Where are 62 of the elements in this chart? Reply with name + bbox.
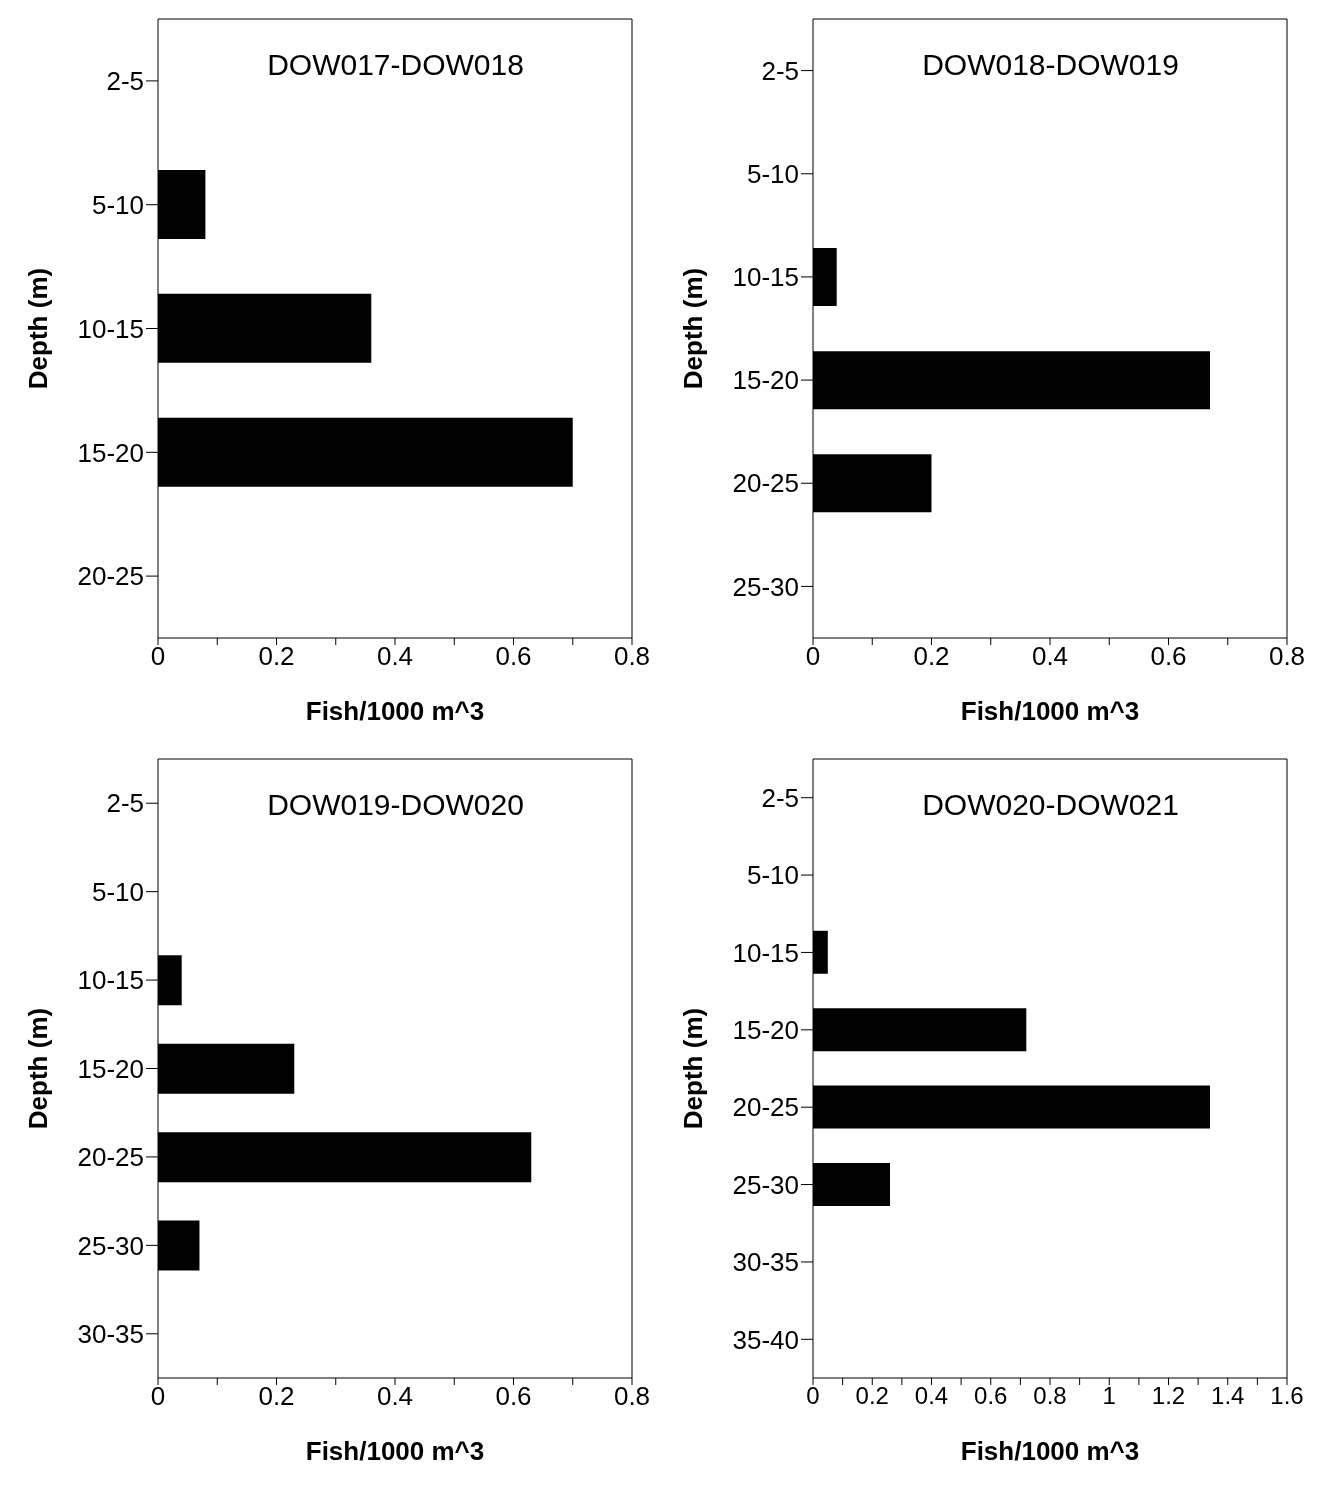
y-tick-label: 5-10 xyxy=(746,860,799,891)
x-tick-label: 0.6 xyxy=(495,641,532,672)
y-tick-label: 20-25 xyxy=(732,1092,799,1123)
x-tick-label: 1 xyxy=(1102,1382,1116,1410)
y-tick-label: 5-10 xyxy=(91,189,144,220)
y-tick-label: 2-5 xyxy=(106,788,144,819)
y-tick-label: 10-15 xyxy=(77,965,144,996)
y-tick-label: 15-20 xyxy=(732,1015,799,1046)
y-tick-label: 2-5 xyxy=(761,55,799,86)
y-tick-label: 30-35 xyxy=(732,1247,799,1278)
x-tick-label: 0 xyxy=(150,641,166,672)
x-axis-title: Fish/1000 m^3 xyxy=(305,1436,485,1466)
x-tick-label: 0.6 xyxy=(974,1382,1008,1410)
x-tick-label: 0.4 xyxy=(914,1382,949,1410)
y-tick-label: 25-30 xyxy=(732,571,799,602)
x-axis-title: Fish/1000 m^3 xyxy=(305,696,485,726)
x-tick-label: 0.4 xyxy=(376,1381,414,1412)
x-tick-label: 1.4 xyxy=(1211,1382,1245,1410)
y-tick-label: 10-15 xyxy=(77,313,144,344)
y-tick-label: 25-30 xyxy=(77,1230,144,1261)
x-tick-label: 0.8 xyxy=(613,1381,651,1412)
x-tick-label: 0.8 xyxy=(1033,1382,1067,1410)
y-tick-label: 20-25 xyxy=(77,561,144,592)
y-tick-label: 25-30 xyxy=(732,1169,799,1200)
x-axis-title: Fish/1000 m^3 xyxy=(960,696,1140,726)
x-tick-label: 0.2 xyxy=(855,1382,889,1410)
x-tick-label: 0 xyxy=(150,1381,166,1412)
y-tick-label: 15-20 xyxy=(77,1053,144,1084)
x-tick-label: 0.6 xyxy=(1150,641,1187,672)
text: DOW019-DOW020 xyxy=(266,788,525,822)
x-tick-label: 1.6 xyxy=(1270,1382,1304,1410)
y-axis-title: Depth (m) xyxy=(678,267,709,390)
x-tick-label: 0 xyxy=(805,641,821,672)
y-axis-title: Depth (m) xyxy=(23,1007,54,1130)
y-axis-title: Depth (m) xyxy=(23,267,54,390)
y-tick-label: 20-25 xyxy=(77,1142,144,1173)
y-tick-label: 10-15 xyxy=(732,937,799,968)
y-tick-label: 15-20 xyxy=(732,365,799,396)
x-tick-label: 0.4 xyxy=(376,641,414,672)
y-tick-label: 10-15 xyxy=(732,262,799,293)
x-tick-label: 0.8 xyxy=(1268,641,1306,672)
x-axis-title: Fish/1000 m^3 xyxy=(960,1436,1140,1466)
x-tick-label: 0 xyxy=(806,1382,820,1410)
y-tick-label: 15-20 xyxy=(77,437,144,468)
x-tick-label: 0.6 xyxy=(495,1381,532,1412)
text: DOW017-DOW018 xyxy=(266,48,525,82)
x-tick-label: 0.2 xyxy=(258,641,295,672)
text: DOW020-DOW021 xyxy=(921,788,1180,822)
x-tick-label: 0.8 xyxy=(613,641,651,672)
y-tick-label: 20-25 xyxy=(732,468,799,499)
text: DOW018-DOW019 xyxy=(921,48,1180,82)
y-tick-label: 5-10 xyxy=(746,158,799,189)
x-tick-label: 1.2 xyxy=(1151,1382,1186,1410)
y-tick-label: 35-40 xyxy=(732,1324,799,1355)
x-tick-label: 0.2 xyxy=(913,641,950,672)
y-tick-label: 5-10 xyxy=(91,876,144,907)
y-tick-label: 30-35 xyxy=(77,1319,144,1350)
x-tick-label: 0.2 xyxy=(258,1381,295,1412)
x-tick-label: 0.4 xyxy=(1031,641,1069,672)
y-tick-label: 2-5 xyxy=(761,782,799,813)
y-tick-label: 2-5 xyxy=(106,66,144,97)
y-axis-title: Depth (m) xyxy=(678,1007,709,1130)
